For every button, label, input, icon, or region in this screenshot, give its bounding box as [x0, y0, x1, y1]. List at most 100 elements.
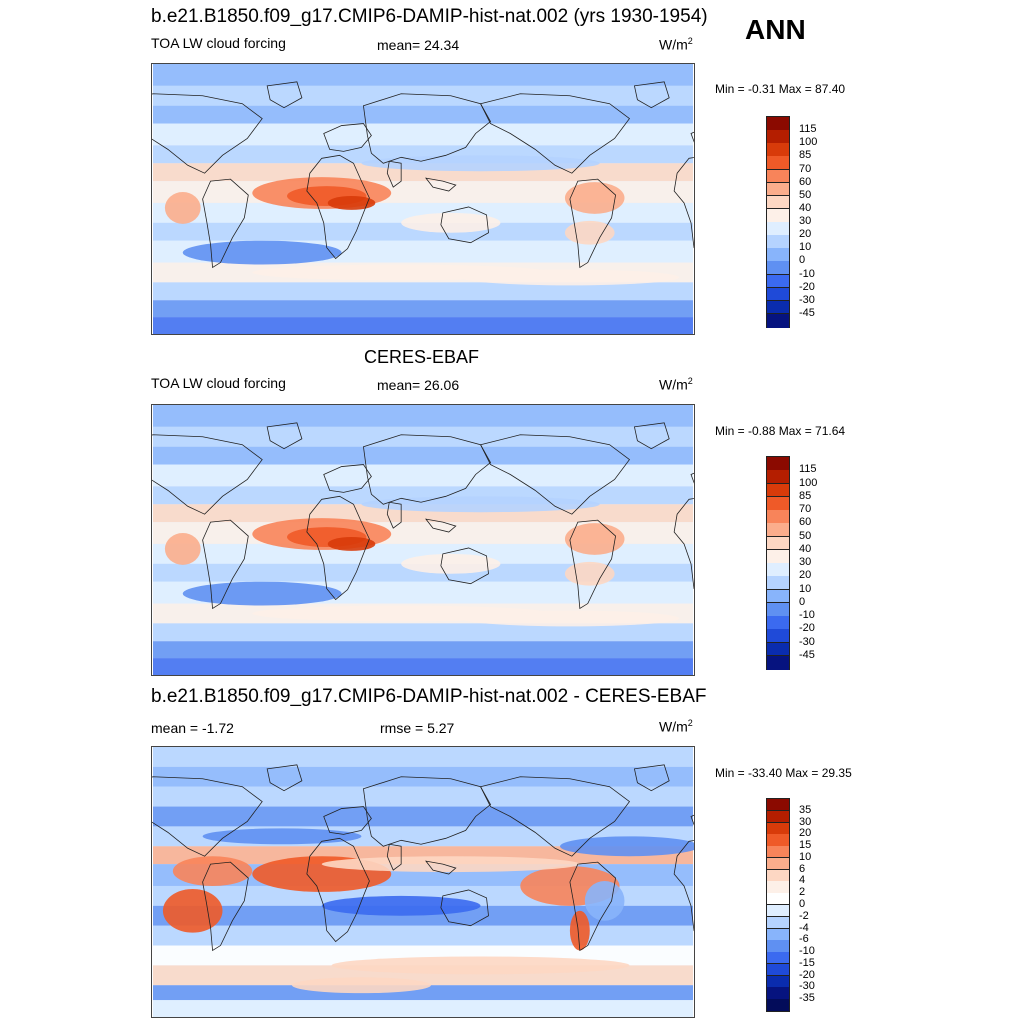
world-map-field — [152, 747, 694, 1017]
colorbar-tick-label: -35 — [799, 992, 815, 1005]
colorbar-swatch — [767, 642, 789, 657]
colorbar-swatch — [767, 300, 789, 315]
colorbar-tick-label: 50 — [799, 529, 812, 542]
colorbar-swatch — [767, 510, 789, 524]
colorbar-tick-label: -45 — [799, 648, 815, 661]
colorbar-swatch — [767, 261, 789, 275]
panel1-mean-label: mean= 24.34 — [377, 37, 460, 53]
colorbar-swatch — [767, 616, 789, 630]
colorbar-swatch — [767, 940, 789, 953]
colorbar-swatch — [767, 274, 789, 289]
panel2-title: CERES-EBAF — [364, 347, 480, 367]
colorbar-swatch — [767, 248, 789, 262]
colorbar-tick-label: -2 — [799, 909, 809, 922]
colorbar-tick-label: -30 — [799, 293, 815, 306]
coastlines — [152, 422, 694, 610]
colorbar-swatch — [767, 470, 789, 484]
colorbar-swatch — [767, 916, 789, 930]
colorbar-swatch — [767, 169, 789, 184]
colorbar-tick-label: -10 — [799, 945, 815, 958]
colorbar-swatch — [767, 602, 789, 617]
colorbar-2 — [766, 456, 790, 670]
colorbar-swatch — [767, 208, 789, 223]
colorbar-tick-label: 0 — [799, 595, 806, 608]
coastlines — [152, 81, 694, 269]
colorbar-swatch — [767, 846, 789, 859]
colorbar-swatch — [767, 869, 789, 882]
colorbar-tick-label: 70 — [799, 162, 812, 175]
colorbar-tick-label: 30 — [799, 815, 812, 828]
colorbar-swatch — [767, 536, 789, 551]
colorbar-tick-label: 100 — [799, 476, 818, 489]
colorbar-tick-label: -10 — [799, 267, 815, 280]
colorbar-tick-label: 100 — [799, 136, 818, 149]
colorbar-tick-label: 115 — [799, 123, 817, 136]
colorbar-swatch — [767, 313, 789, 328]
colorbar-swatch — [767, 143, 789, 157]
colorbar-swatch — [767, 975, 789, 988]
coastlines — [152, 764, 694, 952]
colorbar-swatch — [767, 905, 789, 918]
colorbar-tick-label: 10 — [799, 241, 812, 254]
colorbar-swatch — [767, 629, 789, 643]
colorbar-tick-label: -20 — [799, 280, 815, 293]
colorbar-swatch — [767, 222, 789, 236]
colorbar-tick-label: 85 — [799, 149, 812, 162]
season-label: ANN — [745, 14, 806, 45]
colorbar-swatch — [767, 857, 789, 871]
panel1-variable-label: TOA LW cloud forcing — [151, 35, 286, 51]
colorbar-tick-label: 30 — [799, 556, 812, 568]
colorbar-tick-label: 35 — [799, 803, 812, 816]
colorbar-swatch — [767, 156, 789, 170]
colorbar-tick-label: 2 — [799, 886, 806, 899]
colorbar-tick-label: 0 — [799, 254, 806, 267]
colorbar-tick-label: 50 — [799, 188, 812, 201]
colorbar-tick-label: 60 — [799, 516, 812, 529]
colorbar-tick-label: -45 — [799, 306, 815, 319]
colorbar-swatch — [767, 496, 789, 511]
colorbar-tick-label: -6 — [799, 933, 809, 946]
panel2-variable-label: TOA LW cloud forcing — [151, 375, 286, 391]
world-map-field — [152, 64, 694, 334]
colorbar-tick-label: 6 — [799, 862, 806, 875]
colorbar-tick-label: 40 — [799, 201, 812, 214]
colorbar-swatch — [767, 130, 789, 144]
world-map-field — [152, 405, 694, 675]
colorbar-swatch — [767, 576, 789, 590]
colorbar-swatch — [767, 810, 789, 824]
colorbar-tick-label: -20 — [799, 968, 815, 981]
panel3-mean-label: mean = -1.72 — [151, 720, 234, 736]
colorbar-tick-label: -4 — [799, 921, 809, 934]
panel2-map — [151, 404, 695, 676]
colorbar-swatch — [767, 483, 789, 498]
colorbar-3 — [766, 798, 790, 1012]
panel1-map — [151, 63, 695, 335]
colorbar-swatch — [767, 822, 789, 835]
colorbar-swatch — [767, 457, 789, 471]
colorbar-swatch — [767, 999, 789, 1012]
panel3-rmse-label: rmse = 5.27 — [380, 720, 455, 736]
panel2-mean-label: mean= 26.06 — [377, 377, 460, 393]
colorbar-tick-label: 40 — [799, 542, 812, 555]
colorbar-swatch — [767, 117, 789, 131]
colorbar-tick-label: -15 — [799, 956, 815, 969]
panel3-map — [151, 746, 695, 1018]
colorbar-swatch — [767, 182, 789, 197]
colorbar-swatch — [767, 799, 789, 812]
colorbar-tick-label: 70 — [799, 503, 812, 515]
colorbar-swatch — [767, 963, 789, 977]
colorbar-tick-label: 85 — [799, 489, 812, 502]
panel1-title: b.e21.B1850.f09_g17.CMIP6-DAMIP-hist-nat… — [151, 6, 708, 27]
colorbar-tick-label: 115 — [799, 463, 817, 476]
colorbar-tick-label: 15 — [799, 839, 812, 852]
colorbar-tick-label: 60 — [799, 175, 812, 188]
colorbar-swatch — [767, 834, 789, 847]
colorbar-swatch — [767, 655, 789, 670]
colorbar-tick-label: -20 — [799, 622, 815, 635]
panel1-units: W/m2 — [659, 36, 693, 53]
colorbar-tick-label: 20 — [799, 569, 812, 582]
colorbar-swatch — [767, 287, 789, 302]
colorbar-tick-label: 10 — [799, 850, 812, 863]
colorbar-swatch — [767, 235, 789, 249]
panel2-minmax: Min = -0.88 Max = 71.64 — [715, 424, 846, 438]
